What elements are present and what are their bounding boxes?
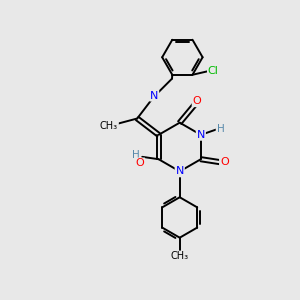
Text: N: N bbox=[150, 91, 158, 100]
Text: O: O bbox=[136, 158, 144, 168]
Text: H: H bbox=[217, 124, 224, 134]
Text: N: N bbox=[176, 167, 184, 176]
Text: N: N bbox=[196, 130, 205, 140]
Text: CH₃: CH₃ bbox=[100, 121, 118, 131]
Text: O: O bbox=[220, 157, 229, 167]
Text: H: H bbox=[132, 150, 140, 161]
Text: CH₃: CH₃ bbox=[171, 251, 189, 261]
Text: Cl: Cl bbox=[208, 66, 219, 76]
Text: O: O bbox=[193, 96, 201, 106]
